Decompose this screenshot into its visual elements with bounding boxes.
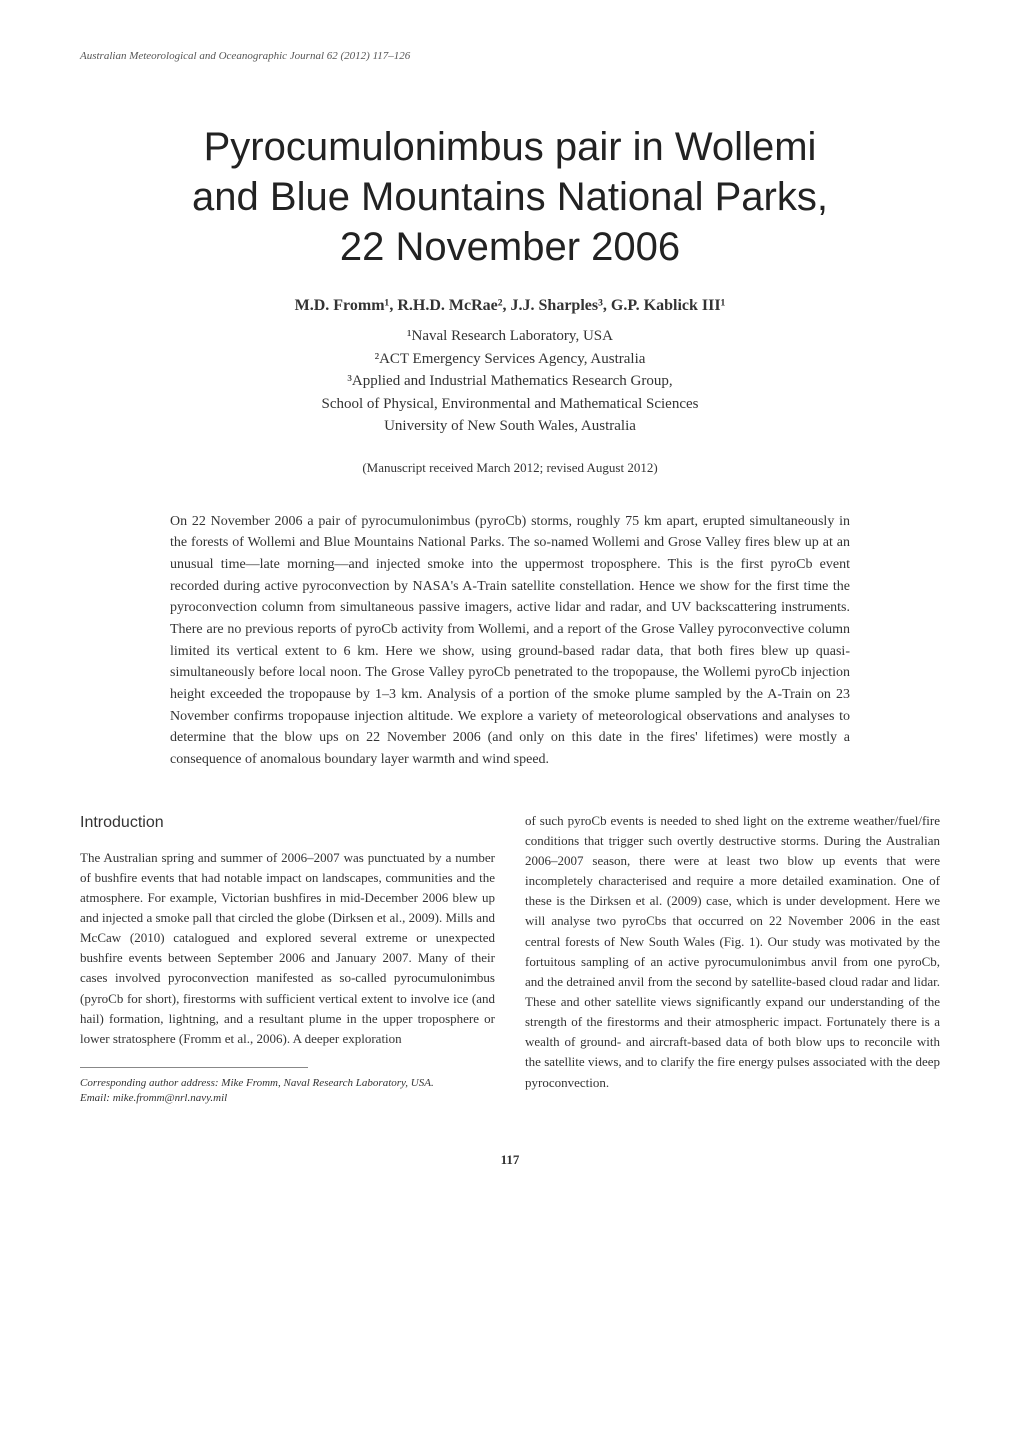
title-line-2: and Blue Mountains National Parks, bbox=[192, 175, 828, 219]
manuscript-received-note: (Manuscript received March 2012; revised… bbox=[80, 460, 940, 476]
affiliation-2: ²ACT Emergency Services Agency, Australi… bbox=[80, 348, 940, 371]
intro-paragraph-left: The Australian spring and summer of 2006… bbox=[80, 848, 495, 1049]
corresponding-author-footnote: Corresponding author address: Mike Fromm… bbox=[80, 1076, 495, 1107]
intro-paragraph-right: of such pyroCb events is needed to shed … bbox=[525, 811, 940, 1093]
abstract-text: On 22 November 2006 a pair of pyrocumulo… bbox=[170, 511, 850, 771]
two-column-body: Introduction The Australian spring and s… bbox=[80, 811, 940, 1107]
left-column: Introduction The Australian spring and s… bbox=[80, 811, 495, 1107]
journal-header: Australian Meteorological and Oceanograp… bbox=[80, 50, 940, 62]
paper-title: Pyrocumulonimbus pair in Wollemi and Blu… bbox=[80, 122, 940, 272]
footnote-separator bbox=[80, 1067, 308, 1068]
footnote-address: Mike Fromm, Naval Research Laboratory, U… bbox=[219, 1077, 434, 1089]
authors-line: M.D. Fromm¹, R.H.D. McRae², J.J. Sharple… bbox=[80, 297, 940, 315]
affiliation-3: ³Applied and Industrial Mathematics Rese… bbox=[80, 370, 940, 393]
affiliation-5: University of New South Wales, Australia bbox=[80, 415, 940, 438]
affiliations-block: ¹Naval Research Laboratory, USA ²ACT Eme… bbox=[80, 325, 940, 438]
affiliation-1: ¹Naval Research Laboratory, USA bbox=[80, 325, 940, 348]
page-number: 117 bbox=[80, 1152, 940, 1168]
title-line-3: 22 November 2006 bbox=[340, 225, 680, 269]
footnote-label: Corresponding author address: bbox=[80, 1077, 219, 1089]
section-heading-introduction: Introduction bbox=[80, 811, 495, 836]
footnote-email: Email: mike.fromm@nrl.navy.mil bbox=[80, 1092, 227, 1104]
title-line-1: Pyrocumulonimbus pair in Wollemi bbox=[204, 125, 817, 169]
affiliation-4: School of Physical, Environmental and Ma… bbox=[80, 393, 940, 416]
right-column: of such pyroCb events is needed to shed … bbox=[525, 811, 940, 1107]
